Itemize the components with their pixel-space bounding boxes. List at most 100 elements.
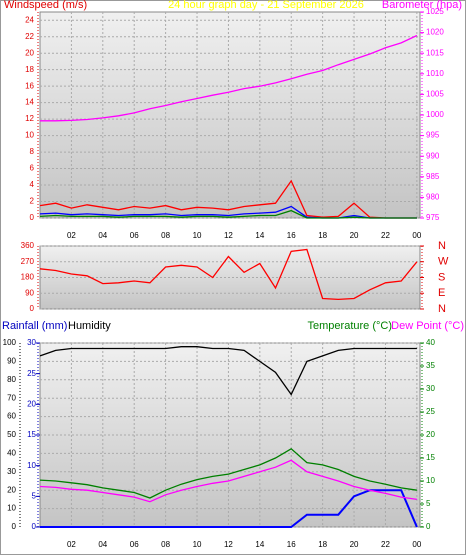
legend-label: Rainfall (mm) <box>2 320 67 332</box>
y-tick-label: 50 <box>7 430 16 439</box>
y-tick-label: 16 <box>25 81 34 90</box>
y2-tick-label: 30 <box>426 384 435 393</box>
legend-label: Temperature (°C) <box>308 320 392 332</box>
x-tick-label: 04 <box>98 231 107 240</box>
y-tick-label: 18 <box>25 65 34 74</box>
y-tick-label: 90 <box>7 357 16 366</box>
y-tick-label: 0 <box>30 304 35 313</box>
x-tick-label: 04 <box>98 540 107 549</box>
y-tick-label: 12 <box>25 114 34 123</box>
y3-tick-label: 10 <box>27 461 36 470</box>
y3-tick-label: 5 <box>32 491 37 500</box>
y-tick-label: 10 <box>25 131 34 140</box>
y2-tick-label: 990 <box>426 151 440 160</box>
x-tick-label: 08 <box>161 540 170 549</box>
y-tick-label: 80 <box>7 375 16 384</box>
y-tick-label: 0 <box>12 522 17 531</box>
y2-tick-label: 995 <box>426 131 440 140</box>
x-tick-label: 06 <box>130 231 139 240</box>
y-tick-label: 8 <box>30 147 35 156</box>
x-tick-label: 12 <box>224 231 233 240</box>
series-line <box>39 459 417 503</box>
plot-area <box>39 11 421 219</box>
series-line <box>39 179 417 219</box>
y-tick-label: 2 <box>30 197 35 206</box>
y-tick-label: 100 <box>3 338 17 347</box>
y-tick-label: 10 <box>7 504 16 513</box>
legend-label: Dew Point (°C) <box>391 320 464 332</box>
y2-tick-label: 1025 <box>426 7 444 16</box>
y-tick-label: 30 <box>7 467 16 476</box>
series-line <box>39 448 417 499</box>
legend-label: Humidity <box>68 320 111 332</box>
y2-tick-label: 980 <box>426 193 440 202</box>
y2-tick-label: 975 <box>426 213 440 222</box>
y2-tick-label: 20 <box>426 430 435 439</box>
y-tick-label: 20 <box>25 48 34 57</box>
y3-tick-label: 30 <box>27 338 36 347</box>
x-tick-label: 00 <box>412 540 421 549</box>
y2-tick-label: N <box>438 303 446 315</box>
y2-tick-label: 40 <box>426 338 435 347</box>
y-tick-label: 22 <box>25 32 34 41</box>
y2-tick-label: N <box>438 240 446 252</box>
y-tick-label: 24 <box>25 15 34 24</box>
y2-tick-label: 15 <box>426 453 435 462</box>
x-tick-label: 16 <box>287 231 296 240</box>
y2-tick-label: 1015 <box>426 48 444 57</box>
y2-tick-label: 10 <box>426 476 435 485</box>
series-line <box>40 489 418 528</box>
series-line <box>40 34 418 122</box>
x-tick-label: 02 <box>67 231 76 240</box>
y2-tick-label: 1005 <box>426 90 444 99</box>
y2-tick-label: 0 <box>426 522 431 531</box>
x-tick-label: 06 <box>130 540 139 549</box>
y3-tick-label: 0 <box>32 522 37 531</box>
x-tick-label: 02 <box>67 540 76 549</box>
y2-tick-label: 1020 <box>426 28 444 37</box>
y-tick-label: 40 <box>7 449 16 458</box>
y-tick-label: 14 <box>25 98 34 107</box>
x-tick-label: 18 <box>318 540 327 549</box>
x-tick-label: 22 <box>381 231 390 240</box>
y-tick-label: 4 <box>30 180 35 189</box>
x-tick-label: 14 <box>255 540 264 549</box>
y-tick-label: 180 <box>21 273 35 282</box>
y3-tick-label: 15 <box>27 430 36 439</box>
y2-tick-label: 5 <box>426 499 431 508</box>
y3-tick-label: 25 <box>27 369 36 378</box>
x-tick-label: 10 <box>193 540 202 549</box>
y2-tick-label: E <box>438 287 445 299</box>
y-tick-label: 6 <box>30 164 35 173</box>
series-line <box>39 346 417 396</box>
x-tick-label: 18 <box>318 231 327 240</box>
x-tick-label: 22 <box>381 540 390 549</box>
series-line <box>39 209 417 219</box>
y-axis-label: Windspeed (m/s) <box>4 0 87 11</box>
x-tick-label: 14 <box>255 231 264 240</box>
y3-tick-label: 20 <box>27 399 36 408</box>
series-line <box>39 205 417 219</box>
y2-tick-label: W <box>438 256 449 268</box>
y-tick-label: 90 <box>25 288 34 297</box>
series-line <box>39 248 418 301</box>
x-tick-label: 20 <box>350 231 359 240</box>
y2-axis-label: Barometer (hpa) <box>382 0 462 11</box>
y2-tick-label: 1010 <box>426 69 444 78</box>
y-tick-label: 360 <box>21 241 35 250</box>
x-tick-label: 00 <box>412 231 421 240</box>
y-tick-label: 20 <box>7 485 16 494</box>
x-tick-label: 12 <box>224 540 233 549</box>
y-tick-label: 0 <box>30 213 35 222</box>
x-tick-label: 16 <box>287 540 296 549</box>
x-tick-label: 08 <box>161 231 170 240</box>
y2-tick-label: 25 <box>426 407 435 416</box>
x-tick-label: 20 <box>350 540 359 549</box>
y-tick-label: 270 <box>21 257 35 266</box>
y2-tick-label: S <box>438 271 445 283</box>
x-tick-label: 10 <box>193 231 202 240</box>
y-tick-label: 70 <box>7 393 16 402</box>
y-tick-label: 60 <box>7 412 16 421</box>
y2-tick-label: 1000 <box>426 110 444 119</box>
